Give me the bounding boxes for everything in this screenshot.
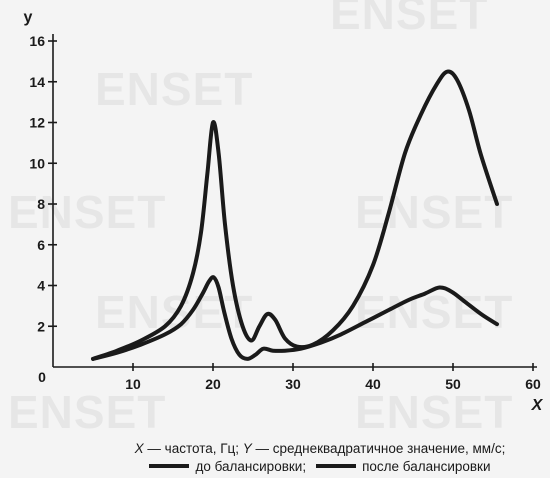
- series-before-balancing-line: [91, 69, 499, 361]
- y-tick-label: 8: [37, 196, 45, 212]
- x-tick-label: 30: [285, 376, 301, 392]
- y-tick-label: 2: [37, 318, 45, 334]
- origin-label: 0: [38, 369, 46, 385]
- x-tick-label: 50: [445, 376, 461, 392]
- legend: до балансировки; после балансировки: [92, 459, 548, 475]
- legend-item-after: после балансировки: [316, 459, 491, 475]
- y-tick-label: 10: [29, 155, 45, 171]
- legend-swatch-before: [149, 464, 190, 469]
- axis-caption: X — частота, Гц; Y — среднеквадратичное …: [92, 441, 548, 457]
- y-tick-label: 6: [37, 237, 45, 253]
- caption-x-symbol: X: [134, 441, 144, 456]
- x-tick-label: 60: [525, 376, 541, 392]
- axis-ticks: 2 4 6 8 10 12 14 16 10 20 30 40 50 60: [29, 33, 541, 392]
- watermark: ENSET: [8, 186, 167, 238]
- x-tick-label: 40: [365, 376, 381, 392]
- y-axis-label: y: [24, 9, 33, 26]
- watermark: ENSET: [330, 0, 489, 39]
- series-after-balancing-line: [91, 275, 499, 361]
- watermark: ENSET: [95, 63, 254, 115]
- legend-separator: ;: [302, 459, 307, 474]
- caption-y-symbol: Y: [242, 441, 252, 456]
- caption-y-text: — среднеквадратичное значение, мм/с;: [251, 441, 506, 456]
- x-tick-label: 20: [205, 376, 221, 392]
- y-tick-label: 4: [37, 278, 45, 294]
- legend-swatch-after: [316, 464, 357, 469]
- legend-label-before: до балансировки: [195, 459, 303, 474]
- legend-item-before: до балансировки;: [149, 459, 306, 475]
- caption-x-text: — частота, Гц;: [143, 441, 243, 456]
- y-tick-label: 16: [29, 33, 45, 49]
- watermark: ENSET: [355, 186, 514, 238]
- watermark: ENSET: [8, 386, 167, 438]
- x-tick-label: 10: [125, 376, 141, 392]
- x-axis-label: X: [531, 397, 544, 414]
- y-tick-label: 14: [29, 74, 45, 90]
- watermark: ENSET: [355, 386, 514, 438]
- y-tick-label: 12: [29, 115, 45, 131]
- legend-label-after: после балансировки: [362, 459, 491, 474]
- line-chart: 2 4 6 8 10 12 14 16 10 20 30 40 50 60 0 y X: [24, 9, 544, 414]
